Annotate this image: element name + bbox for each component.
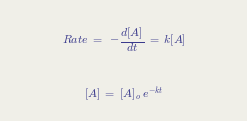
Text: $\mathit{Rate}\ =\ -\dfrac{d[A]}{dt}\ =\ k[A]$: $\mathit{Rate}\ =\ -\dfrac{d[A]}{dt}\ =\… [62,26,185,54]
Text: $[A]\ =\ [A]_o\,e^{-kt}$: $[A]\ =\ [A]_o\,e^{-kt}$ [84,86,163,103]
